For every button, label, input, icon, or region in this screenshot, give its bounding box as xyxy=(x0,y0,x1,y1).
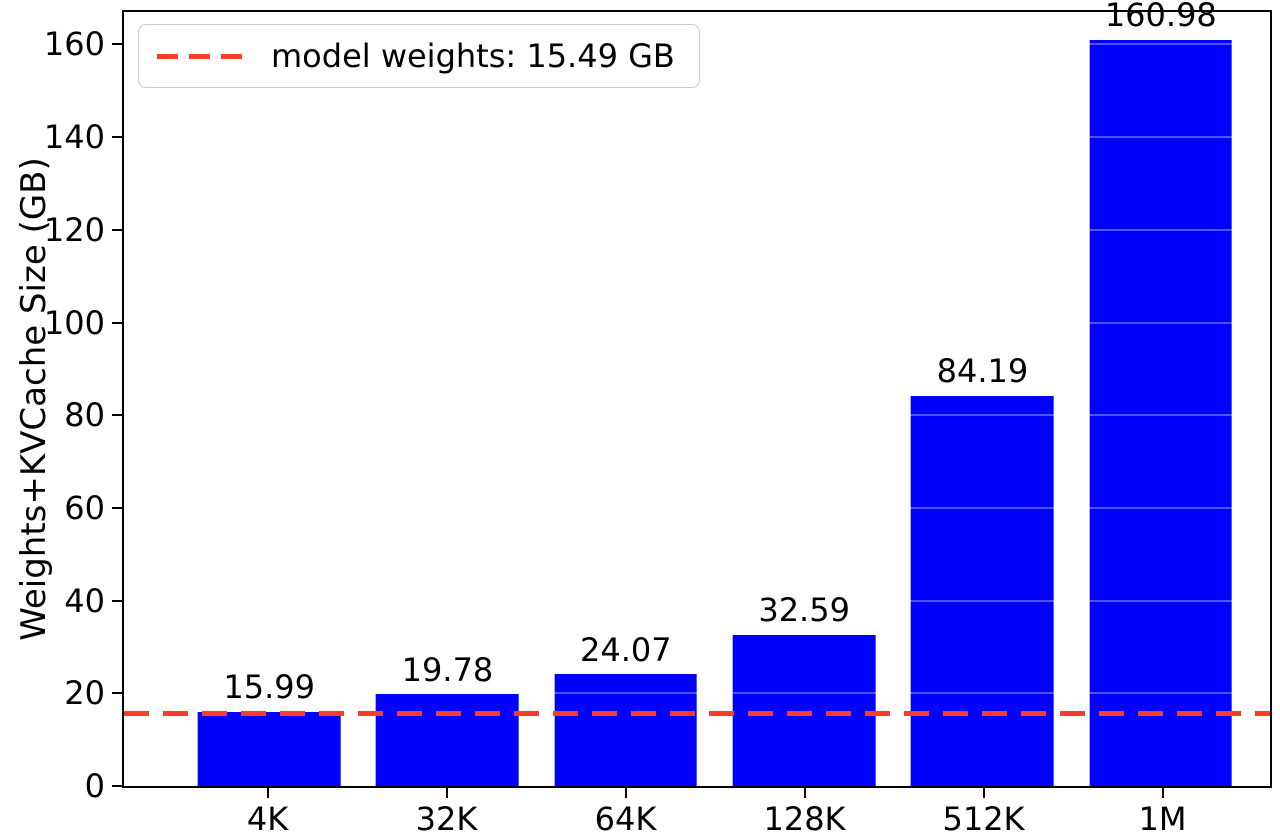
y-tick-label: 140 xyxy=(43,118,105,157)
y-tick-label: 80 xyxy=(64,396,105,435)
y-tick-label: 0 xyxy=(84,767,105,805)
bar-value-label: 32.59 xyxy=(758,591,850,630)
bar-128k xyxy=(732,634,876,786)
y-tick-mark xyxy=(112,785,122,787)
x-tick-mark xyxy=(1161,788,1164,798)
bar-slot: 32.59 xyxy=(715,12,893,786)
bar-512k xyxy=(911,395,1054,786)
plot-area: 15.99 19.78 24.07 32.59 84.19 160.98 model we… xyxy=(122,0,1272,788)
x-tick-mark xyxy=(803,788,806,798)
x-tick-label: 128K xyxy=(763,800,846,836)
gridline xyxy=(124,506,1270,509)
y-tick-label: 100 xyxy=(43,303,105,342)
x-tick-mark xyxy=(266,788,269,798)
x-tick-mark xyxy=(445,788,448,798)
gridline xyxy=(124,321,1270,324)
gridline xyxy=(124,414,1270,417)
bar-slot: 19.78 xyxy=(358,12,536,786)
y-tick-mark xyxy=(112,43,122,46)
x-tick-1m: 1M xyxy=(1073,788,1252,836)
gridline xyxy=(124,692,1270,695)
x-tick-label: 512K xyxy=(942,800,1025,836)
y-tick-label: 160 xyxy=(43,25,105,64)
y-tick-label: 120 xyxy=(43,210,105,249)
bar-slot: 24.07 xyxy=(537,12,715,786)
y-tick-label: 40 xyxy=(64,581,105,620)
bar-value-label: 24.07 xyxy=(580,630,672,669)
legend-label: model weights: 15.49 GB xyxy=(271,37,675,75)
y-tick-label: 60 xyxy=(64,488,105,527)
reference-line xyxy=(124,711,1270,717)
y-tick-label: 20 xyxy=(64,674,105,713)
x-tick-label: 64K xyxy=(594,800,657,836)
bar-value-label: 15.99 xyxy=(223,668,315,707)
bar-slot: 15.99 xyxy=(180,12,358,786)
bar-slot: 84.19 xyxy=(893,12,1071,786)
gridline xyxy=(124,599,1270,602)
gridline xyxy=(124,228,1270,231)
bar-64k xyxy=(554,674,698,786)
y-tick-mark xyxy=(112,321,122,324)
y-tick-mark xyxy=(112,599,122,602)
gridline xyxy=(124,136,1270,139)
bar-slot: 160.98 xyxy=(1072,0,1250,786)
x-tick-128k: 128K xyxy=(715,788,894,836)
dashed-line-swatch-icon xyxy=(157,53,249,59)
y-tick-mark xyxy=(112,414,122,417)
x-tick-label: 32K xyxy=(415,800,478,836)
x-tick-label: 1M xyxy=(1138,800,1187,836)
bar-4k xyxy=(197,711,341,786)
bars-row: 15.99 19.78 24.07 32.59 84.19 160.98 xyxy=(124,0,1270,786)
y-tick-mark xyxy=(112,506,122,509)
y-tick-mark xyxy=(112,692,122,695)
x-tick-mark xyxy=(624,788,627,798)
bar-value-label: 160.98 xyxy=(1104,0,1217,35)
bar-32k xyxy=(376,694,519,786)
legend: model weights: 15.49 GB xyxy=(138,24,700,89)
bar-value-label: 19.78 xyxy=(401,650,494,689)
y-tick-mark xyxy=(112,228,122,231)
y-axis-ticks: 0 20 40 60 80 100 120 140 160 xyxy=(0,12,122,802)
x-tick-label: 4K xyxy=(246,800,289,836)
bar-value-label: 84.19 xyxy=(936,352,1029,391)
x-tick-512k: 512K xyxy=(894,788,1073,836)
x-tick-4k: 4K xyxy=(178,788,357,836)
bar-1m xyxy=(1089,39,1233,786)
x-axis-ticks: 4K 32K 64K 128K 512K 1M xyxy=(122,788,1272,836)
y-tick-mark xyxy=(112,136,122,139)
x-tick-64k: 64K xyxy=(536,788,715,836)
x-tick-mark xyxy=(982,788,985,798)
x-tick-32k: 32K xyxy=(357,788,536,836)
